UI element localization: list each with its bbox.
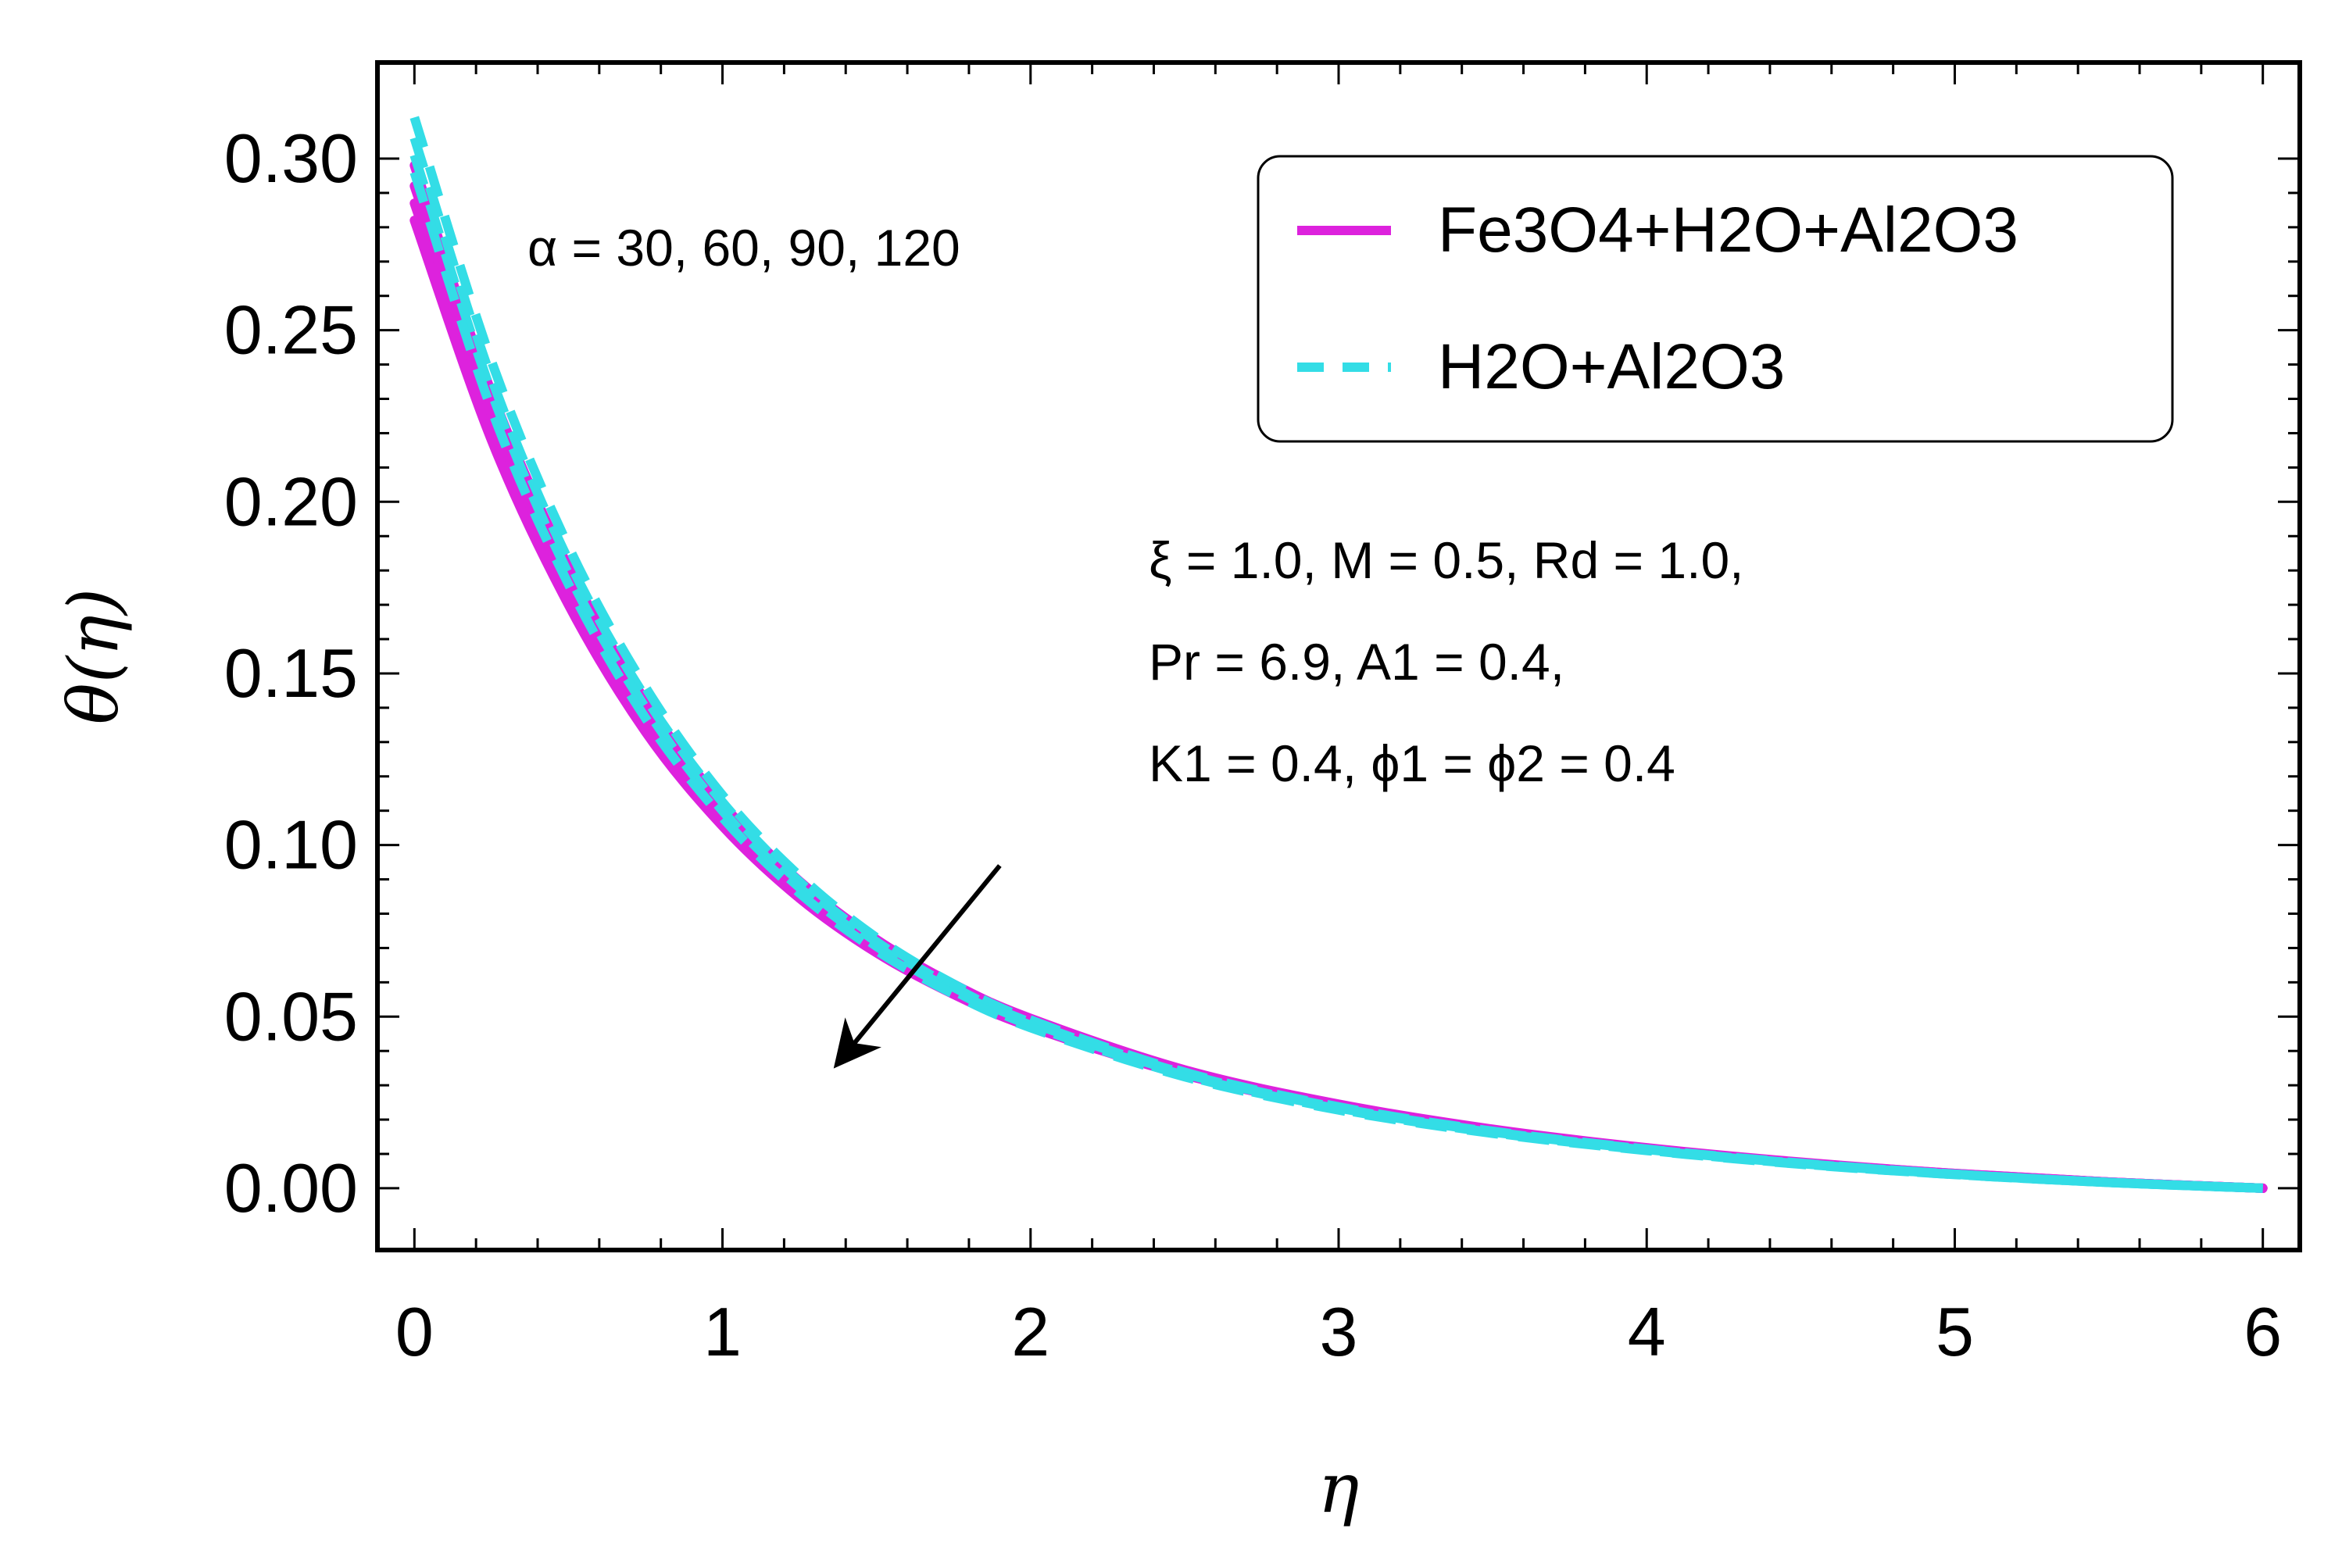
series-line-h2o-al2o3-alpha-120 bbox=[409, 170, 2263, 1193]
legend-box bbox=[1257, 155, 2174, 443]
series-layer bbox=[409, 116, 2268, 1193]
x-tick-label: 1 bbox=[703, 1293, 742, 1370]
alpha-annotation: α = 30, 60, 90, 120 bbox=[527, 219, 960, 277]
params-line-3: K1 = 0.4, ϕ1 = ϕ2 = 0.4 bbox=[1149, 734, 1675, 792]
legend-label-fe3o4: Fe3O4+H2O+Al2O3 bbox=[1438, 195, 2018, 266]
legend: Fe3O4+H2O+Al2O3 H2O+Al2O3 bbox=[1257, 155, 2174, 443]
y-tick-label: 0.00 bbox=[224, 1149, 358, 1227]
trend-arrow bbox=[833, 864, 1002, 1069]
y-tick-label: 0.30 bbox=[224, 120, 358, 197]
axis-ticks bbox=[377, 63, 2300, 1250]
x-tick-label: 6 bbox=[2244, 1293, 2282, 1370]
y-tick-label: 0.25 bbox=[224, 291, 358, 369]
y-axis-title: θ(η) bbox=[53, 588, 134, 724]
x-tick-labels: 0 1 2 3 4 5 6 bbox=[395, 1293, 2282, 1370]
params-line-1: ξ = 1.0, M = 0.5, Rd = 1.0, bbox=[1149, 531, 1743, 589]
y-tick-label: 0.05 bbox=[224, 977, 358, 1055]
legend-label-h2o: H2O+Al2O3 bbox=[1438, 331, 1785, 402]
x-tick-label: 4 bbox=[1628, 1293, 1666, 1370]
x-tick-label: 2 bbox=[1011, 1293, 1049, 1370]
y-tick-labels: 0.00 0.05 0.10 0.15 0.20 0.25 0.30 bbox=[224, 120, 358, 1227]
y-tick-label: 0.15 bbox=[224, 634, 358, 712]
params-line-2: Pr = 6.9, A1 = 0.4, bbox=[1149, 633, 1564, 691]
x-tick-label: 0 bbox=[395, 1293, 434, 1370]
x-tick-label: 3 bbox=[1320, 1293, 1358, 1370]
y-tick-label: 0.10 bbox=[224, 806, 358, 884]
x-tick-label: 5 bbox=[1936, 1293, 1974, 1370]
x-axis-title: η bbox=[1318, 1448, 1360, 1528]
parameters-annotation: ξ = 1.0, M = 0.5, Rd = 1.0, Pr = 6.9, A1… bbox=[1149, 531, 1743, 792]
y-tick-label: 0.20 bbox=[224, 463, 358, 540]
